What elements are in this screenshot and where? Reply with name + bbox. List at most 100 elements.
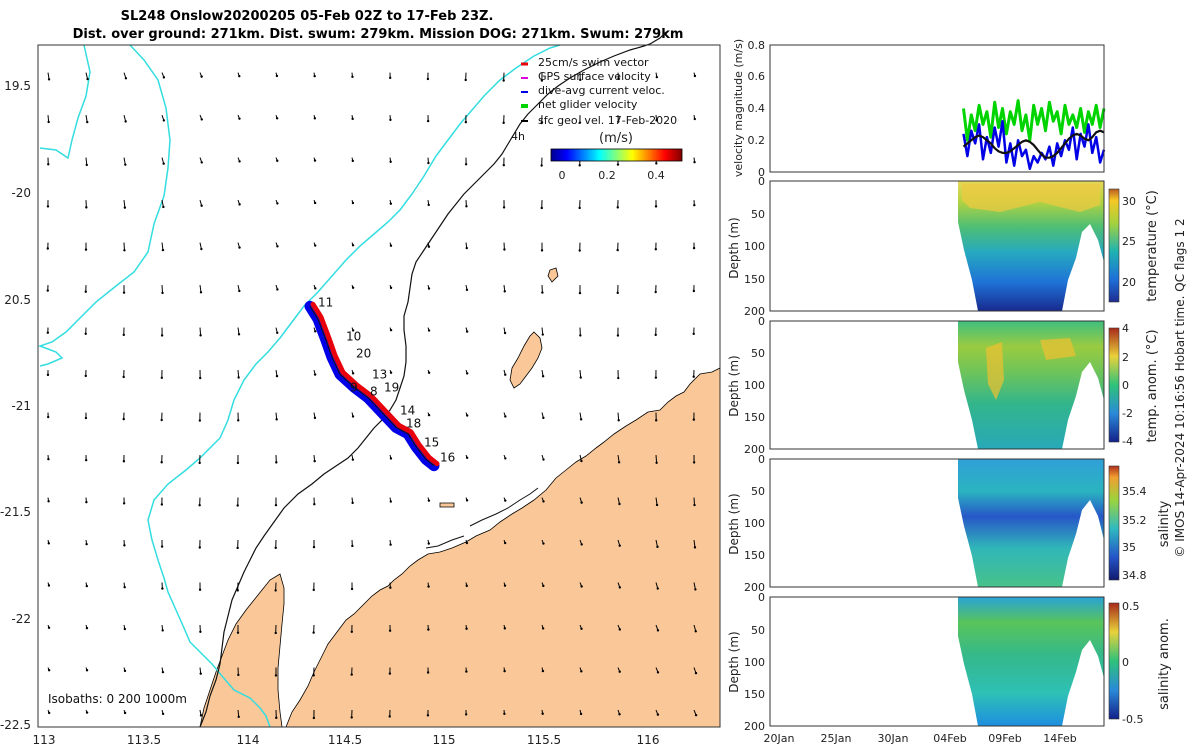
velocity-arrow-head (198, 461, 201, 465)
velocity-arrow-head (503, 331, 507, 335)
tanom-ytick-100: 100 (744, 379, 765, 392)
velocity-arrow-head (540, 121, 543, 125)
map-y-axis: 19.5 -20 20.5 -21 -21.5 -22 -22.5 (0, 79, 31, 732)
velocity-arrow-head (654, 290, 657, 294)
velocity-arrow-head (464, 78, 467, 82)
isobath-note: Isobaths: 0 200 1000m (48, 692, 187, 706)
velocity-arrow-head (275, 74, 279, 78)
velocity-arrow-head (618, 670, 621, 673)
sal-ytick-200: 200 (744, 581, 765, 594)
sanom-colorbar-label: salinity anom. (1157, 618, 1172, 710)
velocity-arrow-head (200, 75, 203, 78)
day-label: 15 (424, 436, 439, 450)
map-xtick-114-5: 114.5 (328, 733, 362, 747)
velocity-arrow-head (389, 328, 393, 332)
velocity-arrow-head (427, 413, 431, 417)
velocity-arrow-head (464, 120, 468, 124)
vel-ytick-3: 0.6 (748, 70, 766, 83)
map-xtick-116: 116 (637, 733, 660, 747)
velocity-arrow-head (618, 713, 621, 716)
velocity-arrow-head (350, 673, 353, 676)
velocity-arrow-head (694, 713, 698, 717)
temp-ytick-50: 50 (751, 208, 765, 221)
velocity-arrow-head (617, 461, 621, 464)
day-label: 10 (346, 329, 361, 343)
velocity-arrow-head (427, 287, 431, 290)
temp-anomaly-panel: 0 50 100 150 200 Depth (m) 4 2 0 -2 -4 t… (727, 315, 1160, 456)
legend-gps-velocity: GPS surface velocity (538, 70, 651, 83)
tanom-ytick-0: 0 (758, 315, 765, 328)
velocity-arrow-head (693, 546, 697, 549)
velocity-arrow-head (693, 203, 696, 207)
velocity-arrow-head (122, 460, 126, 463)
sal-cbar-34-8: 34.8 (1122, 569, 1147, 582)
velocity-arrow-head (84, 290, 87, 293)
velocity-arrow-head (389, 118, 392, 122)
velocity-arrow-head (313, 373, 317, 376)
velocity-arrow-head (47, 542, 50, 545)
vel-ytick-0: 0 (758, 166, 765, 179)
velocity-arrow-head (578, 121, 582, 124)
velocity-arrow-head (123, 206, 127, 209)
tanom-cbar-4: 4 (1122, 322, 1129, 335)
velocity-arrow-head (237, 715, 240, 719)
velocity-arrow-head (504, 457, 507, 460)
velocity-arrow-head (427, 628, 430, 631)
tanom-cbar-2: 2 (1122, 351, 1129, 364)
sanom-ytick-0: 0 (758, 591, 765, 604)
velocity-arrow-head (692, 332, 695, 336)
velocity-arrow-head (85, 542, 88, 546)
velocity-series-0 (962, 99, 1106, 142)
velocity-arrow-head (389, 202, 393, 205)
velocity-arrow-head (654, 205, 658, 208)
velocity-arrow-head (236, 546, 239, 550)
velocity-arrow-head (693, 117, 696, 121)
velocity-arrow-head (47, 500, 50, 503)
sal-frame (769, 458, 1105, 588)
velocity-arrow-head (350, 630, 354, 634)
colorbar-gradient (550, 148, 683, 162)
velocity-arrow-head (580, 585, 583, 588)
velocity-arrow-head (389, 457, 393, 460)
velocity-arrow-head (313, 416, 317, 420)
velocity-arrow-head (465, 541, 469, 545)
velocity-arrow-head (503, 248, 506, 251)
sal-ytick-150: 150 (744, 549, 765, 562)
colorbar-tick-1: 0.2 (598, 169, 616, 182)
colorbar-unit: (m/s) (599, 131, 633, 146)
velocity-arrow-head (237, 376, 240, 379)
sanom-cbar-0: 0 (1122, 656, 1129, 669)
velocity-arrow-head (465, 627, 468, 630)
velocity-arrow-head (388, 629, 392, 632)
velocity-arrow-head (313, 503, 316, 506)
velocity-arrow-head (123, 627, 127, 631)
velocity-arrow-head (198, 504, 201, 507)
velocity-arrow-head (465, 372, 469, 375)
velocity-frame-bg (770, 45, 1104, 172)
velocity-arrow-head (200, 204, 203, 207)
velocity-arrow-head (161, 629, 164, 632)
velocity-arrow-head (580, 501, 583, 504)
velocity-arrow-head (502, 79, 505, 82)
velocity-arrow-head (503, 290, 506, 293)
tanom-colorbar-label: temp. anom. (°C) (1145, 329, 1160, 442)
velocity-arrow-head (85, 500, 88, 504)
isobath-200m (199, 31, 667, 728)
velocity-arrow-head (656, 545, 659, 549)
tanom-cbar-0: 0 (1122, 379, 1129, 392)
velocity-arrow-head (85, 711, 89, 714)
velocity-arrow-head (694, 588, 697, 591)
velocity-arrow-head (580, 670, 583, 673)
day-label: 8 (370, 385, 378, 399)
velocity-arrow-head (540, 164, 543, 167)
legend-duration: 4h (511, 130, 525, 143)
velocity-arrow-head (85, 626, 89, 630)
day-label: 14 (400, 404, 415, 418)
velocity-arrow-head (46, 289, 49, 292)
day-label: 11 (318, 295, 333, 309)
velocity-arrow-head (426, 77, 430, 81)
salinity-panel: 0 50 100 150 200 Depth (m) 35.4 35.2 35 … (727, 453, 1172, 594)
velocity-arrow-head (162, 76, 166, 79)
